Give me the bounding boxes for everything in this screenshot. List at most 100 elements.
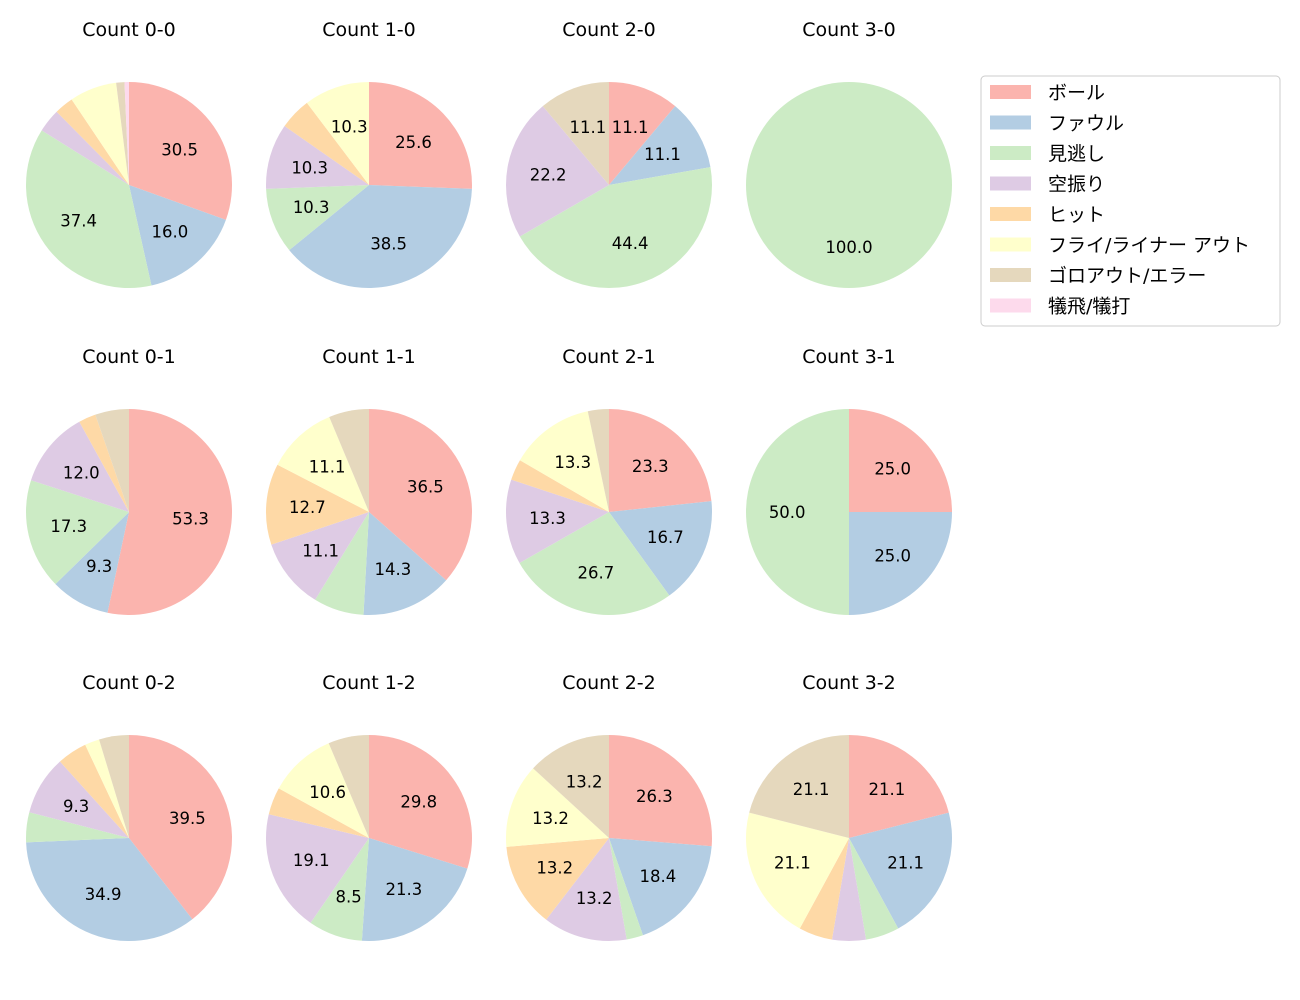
pie-slice	[831, 838, 867, 941]
pie-12: Count 3-2 21.1 21.1 21.1 21.1	[746, 672, 952, 941]
slice-label: 12.0	[63, 464, 100, 483]
pie-slice	[124, 82, 129, 185]
pie-title: Count 1-1	[322, 346, 416, 368]
pie-slice	[284, 102, 369, 185]
slice-label: 13.2	[576, 889, 613, 908]
legend-label: ボール	[1048, 82, 1105, 104]
slice-label: 18.4	[640, 867, 677, 886]
legend-label: 犠飛/犠打	[1048, 296, 1130, 318]
pie-slice	[129, 735, 233, 920]
pie-slice	[329, 409, 369, 512]
slice-label: 26.7	[578, 563, 615, 582]
legend-item: 見逃し	[990, 143, 1105, 165]
pie-slice	[56, 99, 129, 185]
pie-slice	[265, 126, 369, 189]
pie-slice	[546, 838, 627, 942]
pie-slice	[277, 416, 369, 512]
pie-slice	[609, 838, 643, 940]
slice-label: 22.2	[530, 165, 567, 184]
pie-11: Count 2-226.318.413.213.213.213.2	[505, 672, 712, 942]
pie-title: Count 0-2	[82, 672, 176, 694]
slice-label: 10.3	[331, 117, 368, 136]
pie-slice	[609, 735, 712, 847]
slice-label: 25.0	[874, 459, 911, 478]
slice-label: 9.3	[63, 797, 89, 816]
pie-slice	[25, 812, 129, 843]
pie-slice	[289, 185, 472, 288]
pie-slice	[271, 512, 369, 600]
pie-slice	[746, 812, 849, 929]
pie-slice	[315, 512, 369, 615]
pie-slice	[363, 512, 447, 615]
legend-item: フライ/ライナー アウト	[990, 235, 1250, 257]
pie-slice	[310, 838, 369, 941]
pie-slice	[59, 744, 130, 838]
slice-label: 11.1	[302, 541, 339, 560]
legend-swatch	[990, 85, 1031, 99]
pie-slice	[265, 464, 369, 545]
pie-slice	[31, 421, 129, 512]
pie-slice	[278, 743, 369, 838]
pie-slice	[849, 409, 952, 512]
pie-slice	[511, 460, 609, 512]
slice-label: 29.8	[400, 792, 437, 811]
legend-item: ヒット	[990, 204, 1105, 226]
legend-label: ゴロアウト/エラー	[1048, 265, 1206, 287]
legend-label: ヒット	[1048, 204, 1105, 226]
slice-label: 13.2	[536, 859, 573, 878]
pie-slice	[609, 501, 713, 596]
legend-item: ボール	[990, 82, 1105, 104]
pie-slice	[26, 130, 152, 289]
pie-4: Count 3-0 100.0	[746, 19, 952, 288]
pie-8: Count 3-1 25.0 25.0 50.0	[746, 346, 952, 615]
slice-label: 21.1	[869, 780, 906, 799]
pie-slice	[519, 167, 713, 289]
slice-label: 21.1	[793, 780, 830, 799]
slice-label: 10.6	[309, 783, 346, 802]
slice-label: 16.7	[647, 528, 684, 547]
pie-slice	[361, 838, 468, 941]
pie-slice	[609, 106, 711, 185]
slice-label: 10.3	[293, 198, 330, 217]
legend-swatch	[990, 176, 1031, 191]
pie-title: Count 3-0	[802, 19, 896, 41]
pie-slice	[849, 512, 952, 615]
pie-slice	[55, 512, 129, 613]
legend-label: ファウル	[1048, 113, 1124, 135]
pie-slice	[369, 409, 472, 581]
pie-slice	[519, 512, 670, 615]
slice-label: 13.3	[554, 453, 591, 472]
slice-label: 11.1	[644, 145, 681, 164]
slice-label: 53.3	[172, 510, 209, 529]
slice-label: 21.1	[774, 854, 811, 873]
pie-title: Count 3-1	[802, 346, 896, 368]
slice-label: 13.2	[532, 809, 569, 828]
legend-label: 空振り	[1048, 174, 1105, 196]
slice-label: 34.9	[85, 885, 122, 904]
pie-slice	[85, 739, 129, 838]
slice-label: 8.5	[335, 887, 361, 906]
slice-label: 36.5	[407, 478, 444, 497]
pie-slice	[506, 838, 609, 920]
pie-slice	[266, 185, 369, 251]
pie-title: Count 0-1	[82, 346, 176, 368]
pie-slice	[265, 814, 369, 923]
pie-slice	[746, 82, 952, 288]
legend-item: 犠飛/犠打	[990, 296, 1130, 318]
legend-swatch	[990, 146, 1031, 160]
slice-label: 10.3	[291, 159, 328, 178]
legend-item: ファウル	[990, 113, 1124, 135]
slice-label: 9.3	[86, 557, 112, 576]
pie-slice	[505, 479, 609, 563]
pie-slice	[749, 735, 849, 838]
pie-slice	[505, 768, 609, 847]
pie-slice	[95, 409, 129, 512]
pie-slice	[519, 411, 609, 512]
pie-slice	[849, 838, 899, 940]
slice-label: 50.0	[769, 503, 806, 522]
pie-slice	[849, 735, 949, 838]
legend-frame	[980, 75, 1281, 327]
slice-label: 14.3	[375, 560, 412, 579]
